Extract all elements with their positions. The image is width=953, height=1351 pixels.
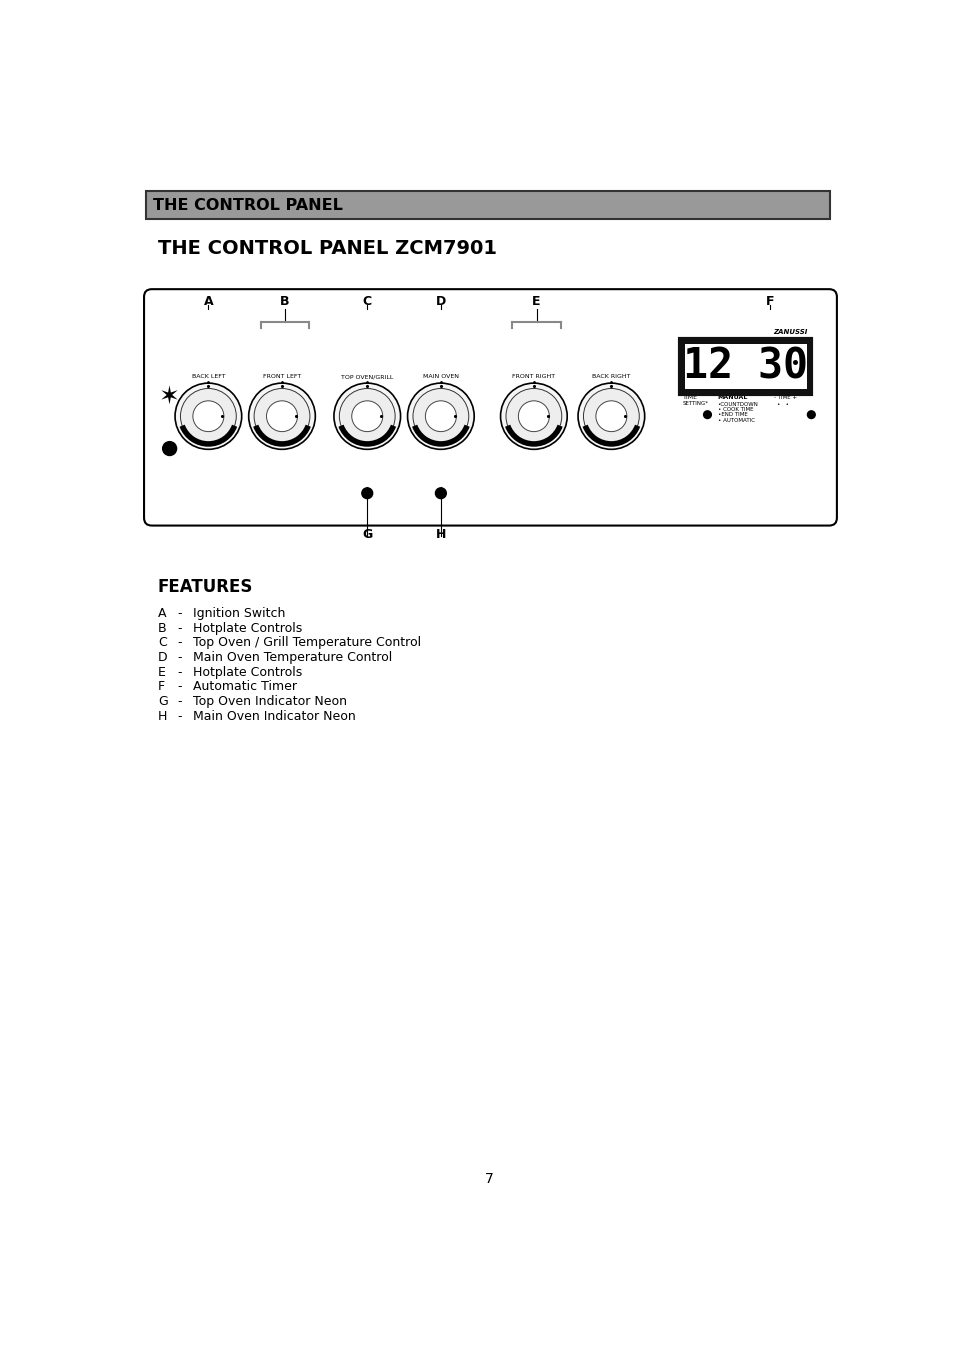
- Text: Top Oven Indicator Neon: Top Oven Indicator Neon: [193, 694, 347, 708]
- Text: ZANUSSI: ZANUSSI: [772, 330, 806, 335]
- Text: C: C: [158, 636, 167, 650]
- Circle shape: [500, 384, 567, 450]
- Circle shape: [583, 389, 639, 444]
- Circle shape: [352, 401, 382, 431]
- Circle shape: [180, 389, 236, 444]
- Circle shape: [361, 488, 373, 499]
- FancyBboxPatch shape: [679, 339, 810, 394]
- Text: MAIN OVEN: MAIN OVEN: [422, 374, 458, 380]
- Text: F: F: [765, 296, 774, 308]
- Text: TIME: TIME: [682, 396, 697, 400]
- Text: G: G: [362, 528, 372, 540]
- Text: H: H: [436, 528, 446, 540]
- FancyBboxPatch shape: [684, 345, 806, 389]
- Text: ✶: ✶: [159, 385, 180, 409]
- Text: D: D: [436, 296, 446, 308]
- Text: BACK LEFT: BACK LEFT: [192, 374, 225, 380]
- Circle shape: [505, 389, 561, 444]
- Circle shape: [425, 401, 456, 431]
- Text: C: C: [362, 296, 372, 308]
- Text: Main Oven Indicator Neon: Main Oven Indicator Neon: [193, 709, 355, 723]
- Text: FRONT RIGHT: FRONT RIGHT: [512, 374, 555, 380]
- Text: 12 30: 12 30: [682, 346, 807, 388]
- Circle shape: [596, 401, 626, 431]
- Text: Automatic Timer: Automatic Timer: [193, 681, 296, 693]
- Text: •   •: • •: [777, 401, 788, 407]
- Text: A: A: [203, 296, 213, 308]
- Text: -: -: [177, 607, 182, 620]
- Text: Hotplate Controls: Hotplate Controls: [193, 621, 302, 635]
- Text: -: -: [177, 621, 182, 635]
- Circle shape: [339, 389, 395, 444]
- Text: • COOK TIME: • COOK TIME: [717, 407, 752, 412]
- Circle shape: [578, 384, 644, 450]
- Text: B: B: [280, 296, 290, 308]
- Text: THE CONTROL PANEL: THE CONTROL PANEL: [152, 197, 342, 212]
- Text: -: -: [177, 666, 182, 678]
- Text: E: E: [532, 296, 540, 308]
- Bar: [146, 192, 829, 219]
- Circle shape: [193, 401, 224, 431]
- Text: G: G: [158, 694, 168, 708]
- Circle shape: [517, 401, 549, 431]
- Text: BACK RIGHT: BACK RIGHT: [592, 374, 630, 380]
- Text: Hotplate Controls: Hotplate Controls: [193, 666, 302, 678]
- Text: FEATURES: FEATURES: [158, 578, 253, 596]
- Circle shape: [435, 488, 446, 499]
- Text: •COUNTDOWN: •COUNTDOWN: [717, 401, 758, 407]
- Text: E: E: [158, 666, 166, 678]
- Text: B: B: [158, 621, 167, 635]
- Text: -: -: [177, 681, 182, 693]
- Text: • AUTOMATIC: • AUTOMATIC: [717, 417, 754, 423]
- Circle shape: [174, 384, 241, 450]
- Text: A: A: [158, 607, 167, 620]
- Circle shape: [334, 384, 400, 450]
- Circle shape: [162, 442, 176, 455]
- Text: Main Oven Temperature Control: Main Oven Temperature Control: [193, 651, 392, 665]
- Text: •END TIME: •END TIME: [717, 412, 746, 417]
- Circle shape: [413, 389, 468, 444]
- Text: FRONT LEFT: FRONT LEFT: [263, 374, 301, 380]
- Text: SETTING*: SETTING*: [682, 401, 708, 405]
- Circle shape: [703, 411, 711, 419]
- Text: D: D: [158, 651, 168, 665]
- Circle shape: [407, 384, 474, 450]
- Circle shape: [249, 384, 315, 450]
- Text: 7: 7: [484, 1171, 493, 1186]
- FancyBboxPatch shape: [144, 289, 836, 526]
- Text: H: H: [158, 709, 167, 723]
- Text: -: -: [177, 709, 182, 723]
- Circle shape: [266, 401, 297, 431]
- Circle shape: [253, 389, 310, 444]
- Text: F: F: [158, 681, 165, 693]
- Text: -: -: [177, 636, 182, 650]
- Text: Ignition Switch: Ignition Switch: [193, 607, 285, 620]
- Text: Top Oven / Grill Temperature Control: Top Oven / Grill Temperature Control: [193, 636, 420, 650]
- Text: -: -: [177, 694, 182, 708]
- Text: THE CONTROL PANEL ZCM7901: THE CONTROL PANEL ZCM7901: [158, 239, 497, 258]
- Text: - TIME +: - TIME +: [773, 396, 797, 400]
- Circle shape: [806, 411, 815, 419]
- Text: MANUAL: MANUAL: [717, 396, 747, 400]
- Text: -: -: [177, 651, 182, 665]
- Text: TOP OVEN/GRILL: TOP OVEN/GRILL: [341, 374, 393, 380]
